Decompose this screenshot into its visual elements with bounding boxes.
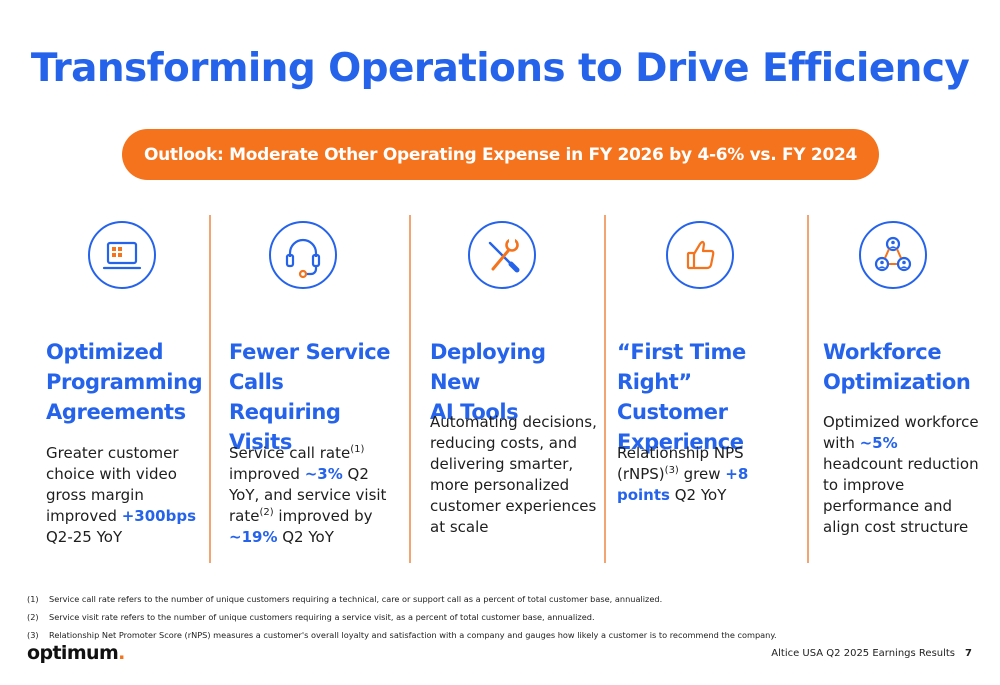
column-body: Automating decisions, reducing costs, an…: [430, 413, 597, 536]
headset-icon: [269, 221, 337, 289]
tv-screen-icon: [88, 221, 156, 289]
footer-text: Altice USA Q2 2025 Earnings Results: [771, 648, 956, 659]
column-workforce: Workforce Optimization Optimized workfor…: [823, 215, 983, 563]
column-divider: [209, 215, 211, 563]
page-number: 7: [965, 648, 972, 659]
footnote: (2) Service visit rate refers to the numb…: [27, 612, 595, 622]
column-programming: Optimized Programming Agreements Greater…: [46, 215, 206, 563]
workforce-network-icon: [859, 221, 927, 289]
column-heading: Workforce Optimization: [823, 340, 971, 394]
outlook-banner: Outlook: Moderate Other Operating Expens…: [122, 129, 879, 180]
column-service-calls: Fewer Service Calls Requiring Visits Ser…: [229, 215, 399, 563]
footer: Altice USA Q2 2025 Earnings Results 7: [771, 648, 972, 659]
optimum-logo: optimum.: [27, 642, 125, 664]
outlook-text: Outlook: Moderate Other Operating Expens…: [143, 144, 858, 165]
column-heading: “First Time Right” Customer Experience: [617, 340, 746, 454]
thumbs-up-icon: [666, 221, 734, 289]
column-divider: [807, 215, 809, 563]
column-body: Relationship NPS (rNPS)(3) grew +8 point…: [617, 444, 749, 504]
column-divider: [604, 215, 606, 563]
page-title: Transforming Operations to Drive Efficie…: [30, 46, 970, 91]
column-heading: Optimized Programming Agreements: [46, 340, 203, 424]
column-body: Greater customer choice with video gross…: [46, 444, 197, 546]
footnote: (1) Service call rate refers to the numbe…: [27, 594, 663, 604]
column-heading: Deploying New AI Tools: [430, 340, 546, 424]
column-divider: [409, 215, 411, 563]
column-body: Optimized workforce with ~5% headcount r…: [823, 413, 979, 536]
footnote: (3) Relationship Net Promoter Score (rNPS…: [27, 630, 777, 640]
footnotes: (1) Service call rate refers to the numbe…: [27, 590, 927, 644]
column-first-time-right: “First Time Right” Customer Experience R…: [617, 215, 802, 563]
wrench-screwdriver-icon: [468, 221, 536, 289]
column-body: Service call rate(1) improved ~3% Q2 YoY…: [229, 444, 387, 546]
column-ai-tools: Deploying New AI Tools Automating decisi…: [430, 215, 600, 563]
column-heading: Fewer Service Calls Requiring Visits: [229, 340, 391, 454]
